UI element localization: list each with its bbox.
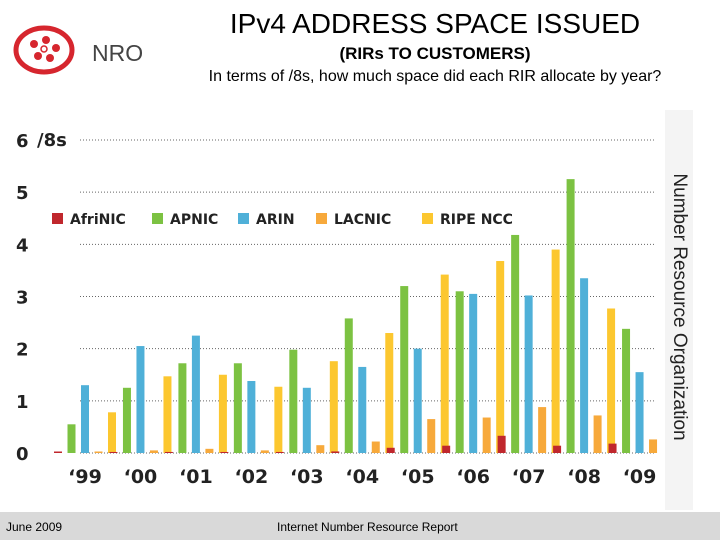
legend-swatch-lacnic <box>316 213 327 224</box>
bar-ripe-ncc-9 <box>607 308 616 453</box>
bar-afrinic-7 <box>442 445 451 453</box>
bar-arin-7 <box>469 293 478 453</box>
bar-lacnic-10 <box>649 439 658 453</box>
x-tick-label: ‘02 <box>235 466 269 488</box>
bar-ripe-ncc-8 <box>551 249 560 453</box>
bar-ripe-ncc-0 <box>108 412 116 453</box>
bar-chart: 0 1 2 3 4 5 6 /8s AfriNIC APNIC ARIN LACNIC RIPE N… <box>16 130 658 488</box>
x-tick-label: ‘01 <box>179 466 213 488</box>
bar-apnic-9 <box>566 179 575 453</box>
bar-lacnic-7 <box>482 417 491 453</box>
bar-apnic-10 <box>622 328 631 453</box>
legend-label: APNIC <box>170 212 218 228</box>
y-tick-label: 6 <box>16 131 29 152</box>
footer-date: June 2009 <box>6 520 63 534</box>
legend-label: AfriNIC <box>70 212 126 228</box>
bar-afrinic-1 <box>109 451 118 453</box>
y-tick-label: 3 <box>16 288 29 309</box>
bar-afrinic-9 <box>553 445 562 453</box>
bar-apnic-3 <box>233 363 242 453</box>
bar-apnic-5 <box>344 318 353 453</box>
y-tick-label: 1 <box>16 392 29 413</box>
bar-lacnic-2 <box>205 448 214 453</box>
bar-apnic-2 <box>178 363 187 453</box>
bar-apnic-1 <box>122 387 131 453</box>
bar-arin-2 <box>191 335 200 453</box>
sidebar-banner: Number Resource Organization <box>665 110 693 510</box>
bar-ripe-ncc-3 <box>274 386 283 453</box>
x-tick-label: ‘03 <box>290 466 324 488</box>
bar-lacnic-0 <box>94 451 103 453</box>
bar-apnic-0 <box>67 424 76 453</box>
slide-question: In terms of /8s, how much space did each… <box>208 68 662 85</box>
slide-subtitle: (RIRs TO CUSTOMERS) <box>339 44 531 63</box>
bar-afrinic-5 <box>331 451 340 453</box>
bar-arin-0 <box>81 385 89 453</box>
bar-ripe-ncc-2 <box>218 374 227 453</box>
y-tick-label: 0 <box>16 444 29 465</box>
bar-arin-4 <box>302 387 311 453</box>
footer-report: Internet Number Resource Report <box>277 520 458 534</box>
bar-arin-10 <box>635 372 644 453</box>
bar-arin-8 <box>524 295 533 453</box>
x-tick-label: ‘04 <box>345 466 379 488</box>
bar-lacnic-9 <box>593 415 602 453</box>
bar-lacnic-6 <box>427 419 436 453</box>
sidebar-label: Number Resource Organization <box>669 173 690 441</box>
legend-label: ARIN <box>256 212 295 228</box>
bar-afrinic-10 <box>608 443 617 453</box>
bar-afrinic-4 <box>275 451 284 453</box>
logo-ring-icon <box>13 25 75 75</box>
x-tick-label: ‘07 <box>512 466 546 488</box>
bar-afrinic-2 <box>164 451 173 453</box>
bar-arin-3 <box>247 381 256 453</box>
bar-ripe-ncc-4 <box>329 361 338 453</box>
bar-ripe-ncc-7 <box>496 261 505 453</box>
bar-apnic-4 <box>289 349 298 453</box>
x-tick-label: ‘00 <box>124 466 158 488</box>
logo-text: NRO <box>92 40 142 66</box>
bar-apnic-7 <box>455 291 464 453</box>
legend-swatch-ripe-ncc <box>422 213 433 224</box>
bar-ripe-ncc-1 <box>163 376 172 453</box>
legend-swatch-afrinic <box>52 213 63 224</box>
x-tick-label: ‘09 <box>623 466 657 488</box>
bar-apnic-8 <box>511 234 520 453</box>
legend-label: LACNIC <box>334 212 391 228</box>
bar-ripe-ncc-6 <box>440 274 449 453</box>
bar-lacnic-4 <box>316 445 325 453</box>
bar-afrinic-3 <box>220 451 229 453</box>
bar-afrinic-8 <box>497 435 506 453</box>
y-tick-label: 4 <box>16 235 29 256</box>
bar-arin-5 <box>358 366 367 453</box>
legend-swatch-apnic <box>152 213 163 224</box>
bar-apnic-6 <box>400 286 409 453</box>
y-tick-label: 2 <box>16 340 29 361</box>
bar-arin-9 <box>580 278 589 453</box>
bar-lacnic-3 <box>260 450 269 453</box>
x-tick-label: ‘08 <box>567 466 601 488</box>
y-tick-label: 5 <box>16 183 29 204</box>
chart-bars <box>54 179 658 453</box>
legend-label: RIPE NCC <box>440 212 513 228</box>
bar-arin-6 <box>413 348 422 453</box>
x-tick-label: ‘06 <box>456 466 490 488</box>
bar-lacnic-8 <box>538 407 547 453</box>
bar-arin-1 <box>136 346 145 453</box>
bar-lacnic-5 <box>371 441 380 453</box>
bar-afrinic-0 <box>54 451 62 453</box>
footer-bar: June 2009 Internet Number Resource Repor… <box>0 512 720 540</box>
bar-ripe-ncc-5 <box>385 333 394 453</box>
x-tick-label: ‘05 <box>401 466 435 488</box>
y-axis: 0 1 2 3 4 5 6 <box>16 131 29 465</box>
y-axis-label: /8s <box>37 130 67 151</box>
bar-lacnic-1 <box>149 450 158 453</box>
slide-title: IPv4 ADDRESS SPACE ISSUED <box>229 8 641 39</box>
chart-legend: AfriNIC APNIC ARIN LACNIC RIPE NCC <box>52 212 513 228</box>
nro-logo: NRO <box>12 20 143 80</box>
x-tick-label: ‘99 <box>68 466 102 488</box>
bar-afrinic-6 <box>386 447 395 453</box>
legend-swatch-arin <box>238 213 249 224</box>
x-axis: ‘99 ‘00 ‘01 ‘02 ‘03 ‘04 ‘05 ‘06 ‘07 ‘08 ‘09 <box>68 466 656 488</box>
